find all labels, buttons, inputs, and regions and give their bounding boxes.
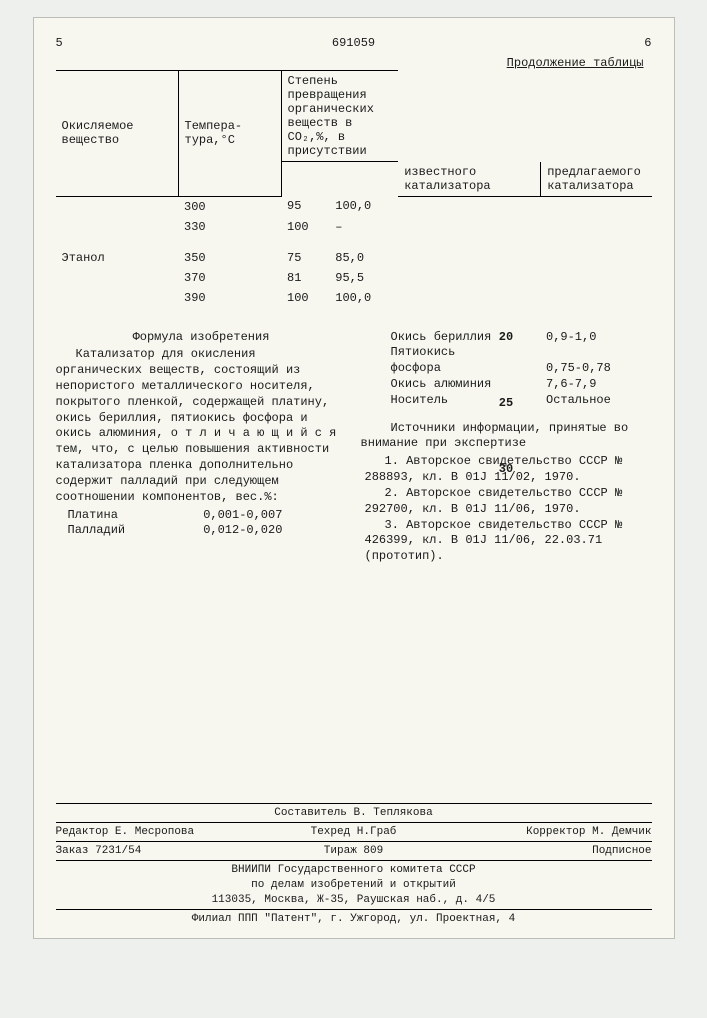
footer: Составитель В. Теплякова Редактор Е. Мес…	[56, 803, 652, 928]
comp-value: 0,001-0,007	[203, 508, 346, 524]
page-left: 5	[56, 36, 63, 50]
data-table: Окисляемое вещество Темпера- тура,°С Сте…	[56, 70, 652, 308]
comp-value: 7,6-7,9	[546, 377, 652, 393]
comp-name: Окись алюминия	[391, 377, 533, 393]
f1c	[453, 807, 652, 819]
page-header: 5 691059 6	[56, 36, 652, 50]
line-30: 30	[499, 462, 513, 478]
sub: Подписное	[453, 845, 652, 857]
comp-value: 0,9-1,0	[546, 330, 652, 346]
comp-value: 0,75-0,78	[546, 361, 652, 377]
comp-value	[546, 345, 652, 361]
cell-substance	[56, 288, 179, 308]
f1b: Составитель В. Теплякова	[254, 807, 453, 819]
comp-name: Палладий	[68, 523, 190, 539]
table-continuation: Продолжение таблицы	[56, 56, 644, 70]
org3: 113035, Москва, Ж-35, Раушская наб., д. …	[56, 894, 652, 909]
left-composition: Платина 0,001-0,007 Палладий 0,012-0,020	[68, 508, 347, 540]
th-substance: Окисляемое вещество	[56, 71, 179, 197]
cell-known: 75	[281, 237, 329, 268]
comp-value: Остальное	[546, 393, 652, 409]
techred: Техред Н.Граб	[254, 826, 453, 838]
table-row: Этанол3507585,0	[56, 237, 652, 268]
cell-known: 95	[281, 196, 329, 217]
cell-temp: 350	[178, 237, 281, 268]
cell-substance: Этанол	[56, 237, 179, 268]
line-25: 25	[499, 396, 513, 412]
cell-proposed: 95,5	[329, 268, 398, 288]
tirage: Тираж 809	[254, 845, 453, 857]
editor: Редактор Е. Месропова	[56, 826, 255, 838]
sources-title: Источники информации, принятые во вниман…	[361, 421, 652, 453]
th-proposed: предлагаемого катализатора	[541, 162, 652, 197]
left-column: Формула изобретения Катализатор для окис…	[56, 330, 347, 566]
cell-temp: 300	[178, 196, 281, 217]
cell-known: 81	[281, 268, 329, 288]
cell-known: 100	[281, 288, 329, 308]
print: Филиал ППП "Патент", г. Ужгород, ул. Про…	[56, 909, 652, 928]
body-columns: Формула изобретения Катализатор для окис…	[56, 330, 652, 566]
table-row: 390100100,0	[56, 288, 652, 308]
cell-temp: 390	[178, 288, 281, 308]
line-20: 20	[499, 330, 513, 346]
right-composition: Окись бериллия0,9-1,0Пятиокисьфосфора0,7…	[391, 330, 652, 409]
comp-name: Платина	[68, 508, 190, 524]
th-group: Степень превращения органических веществ…	[281, 71, 398, 162]
comp-value: 0,012-0,020	[203, 523, 346, 539]
comp-name: Пятиокись	[391, 345, 533, 361]
corrector: Корректор М. Демчик	[453, 826, 652, 838]
cell-substance	[56, 196, 179, 217]
cell-proposed: 85,0	[329, 237, 398, 268]
org1: ВНИИПИ Государственного комитета СССР	[56, 860, 652, 879]
order: Заказ 7231/54	[56, 845, 255, 857]
table-row: 330100–	[56, 217, 652, 237]
right-column: 20 25 30 Окись бериллия0,9-1,0Пятиокисьф…	[361, 330, 652, 566]
page-right: 6	[644, 36, 651, 50]
source-item: 3. Авторское свидетельство СССР № 426399…	[365, 518, 652, 565]
table-row: 30095100,0	[56, 196, 652, 217]
th-known: известного катализатора	[398, 162, 541, 197]
page-center: 691059	[332, 36, 375, 50]
th-temp: Темпера- тура,°С	[178, 71, 281, 197]
org2: по делам изобретений и открытий	[56, 879, 652, 894]
table-row: 3708195,5	[56, 268, 652, 288]
formula-para: Катализатор для окисления органических в…	[56, 347, 347, 505]
cell-substance	[56, 268, 179, 288]
cell-temp: 370	[178, 268, 281, 288]
formula-title: Формула изобретения	[56, 330, 347, 346]
cell-known: 100	[281, 217, 329, 237]
source-item: 2. Авторское свидетельство СССР № 292700…	[365, 486, 652, 518]
cell-substance	[56, 217, 179, 237]
cell-proposed: 100,0	[329, 196, 398, 217]
document-page: 5 691059 6 Продолжение таблицы Окисляемо…	[34, 18, 674, 938]
cell-proposed: –	[329, 217, 398, 237]
cell-proposed: 100,0	[329, 288, 398, 308]
f1a	[56, 807, 255, 819]
cell-temp: 330	[178, 217, 281, 237]
comp-name: фосфора	[391, 361, 533, 377]
